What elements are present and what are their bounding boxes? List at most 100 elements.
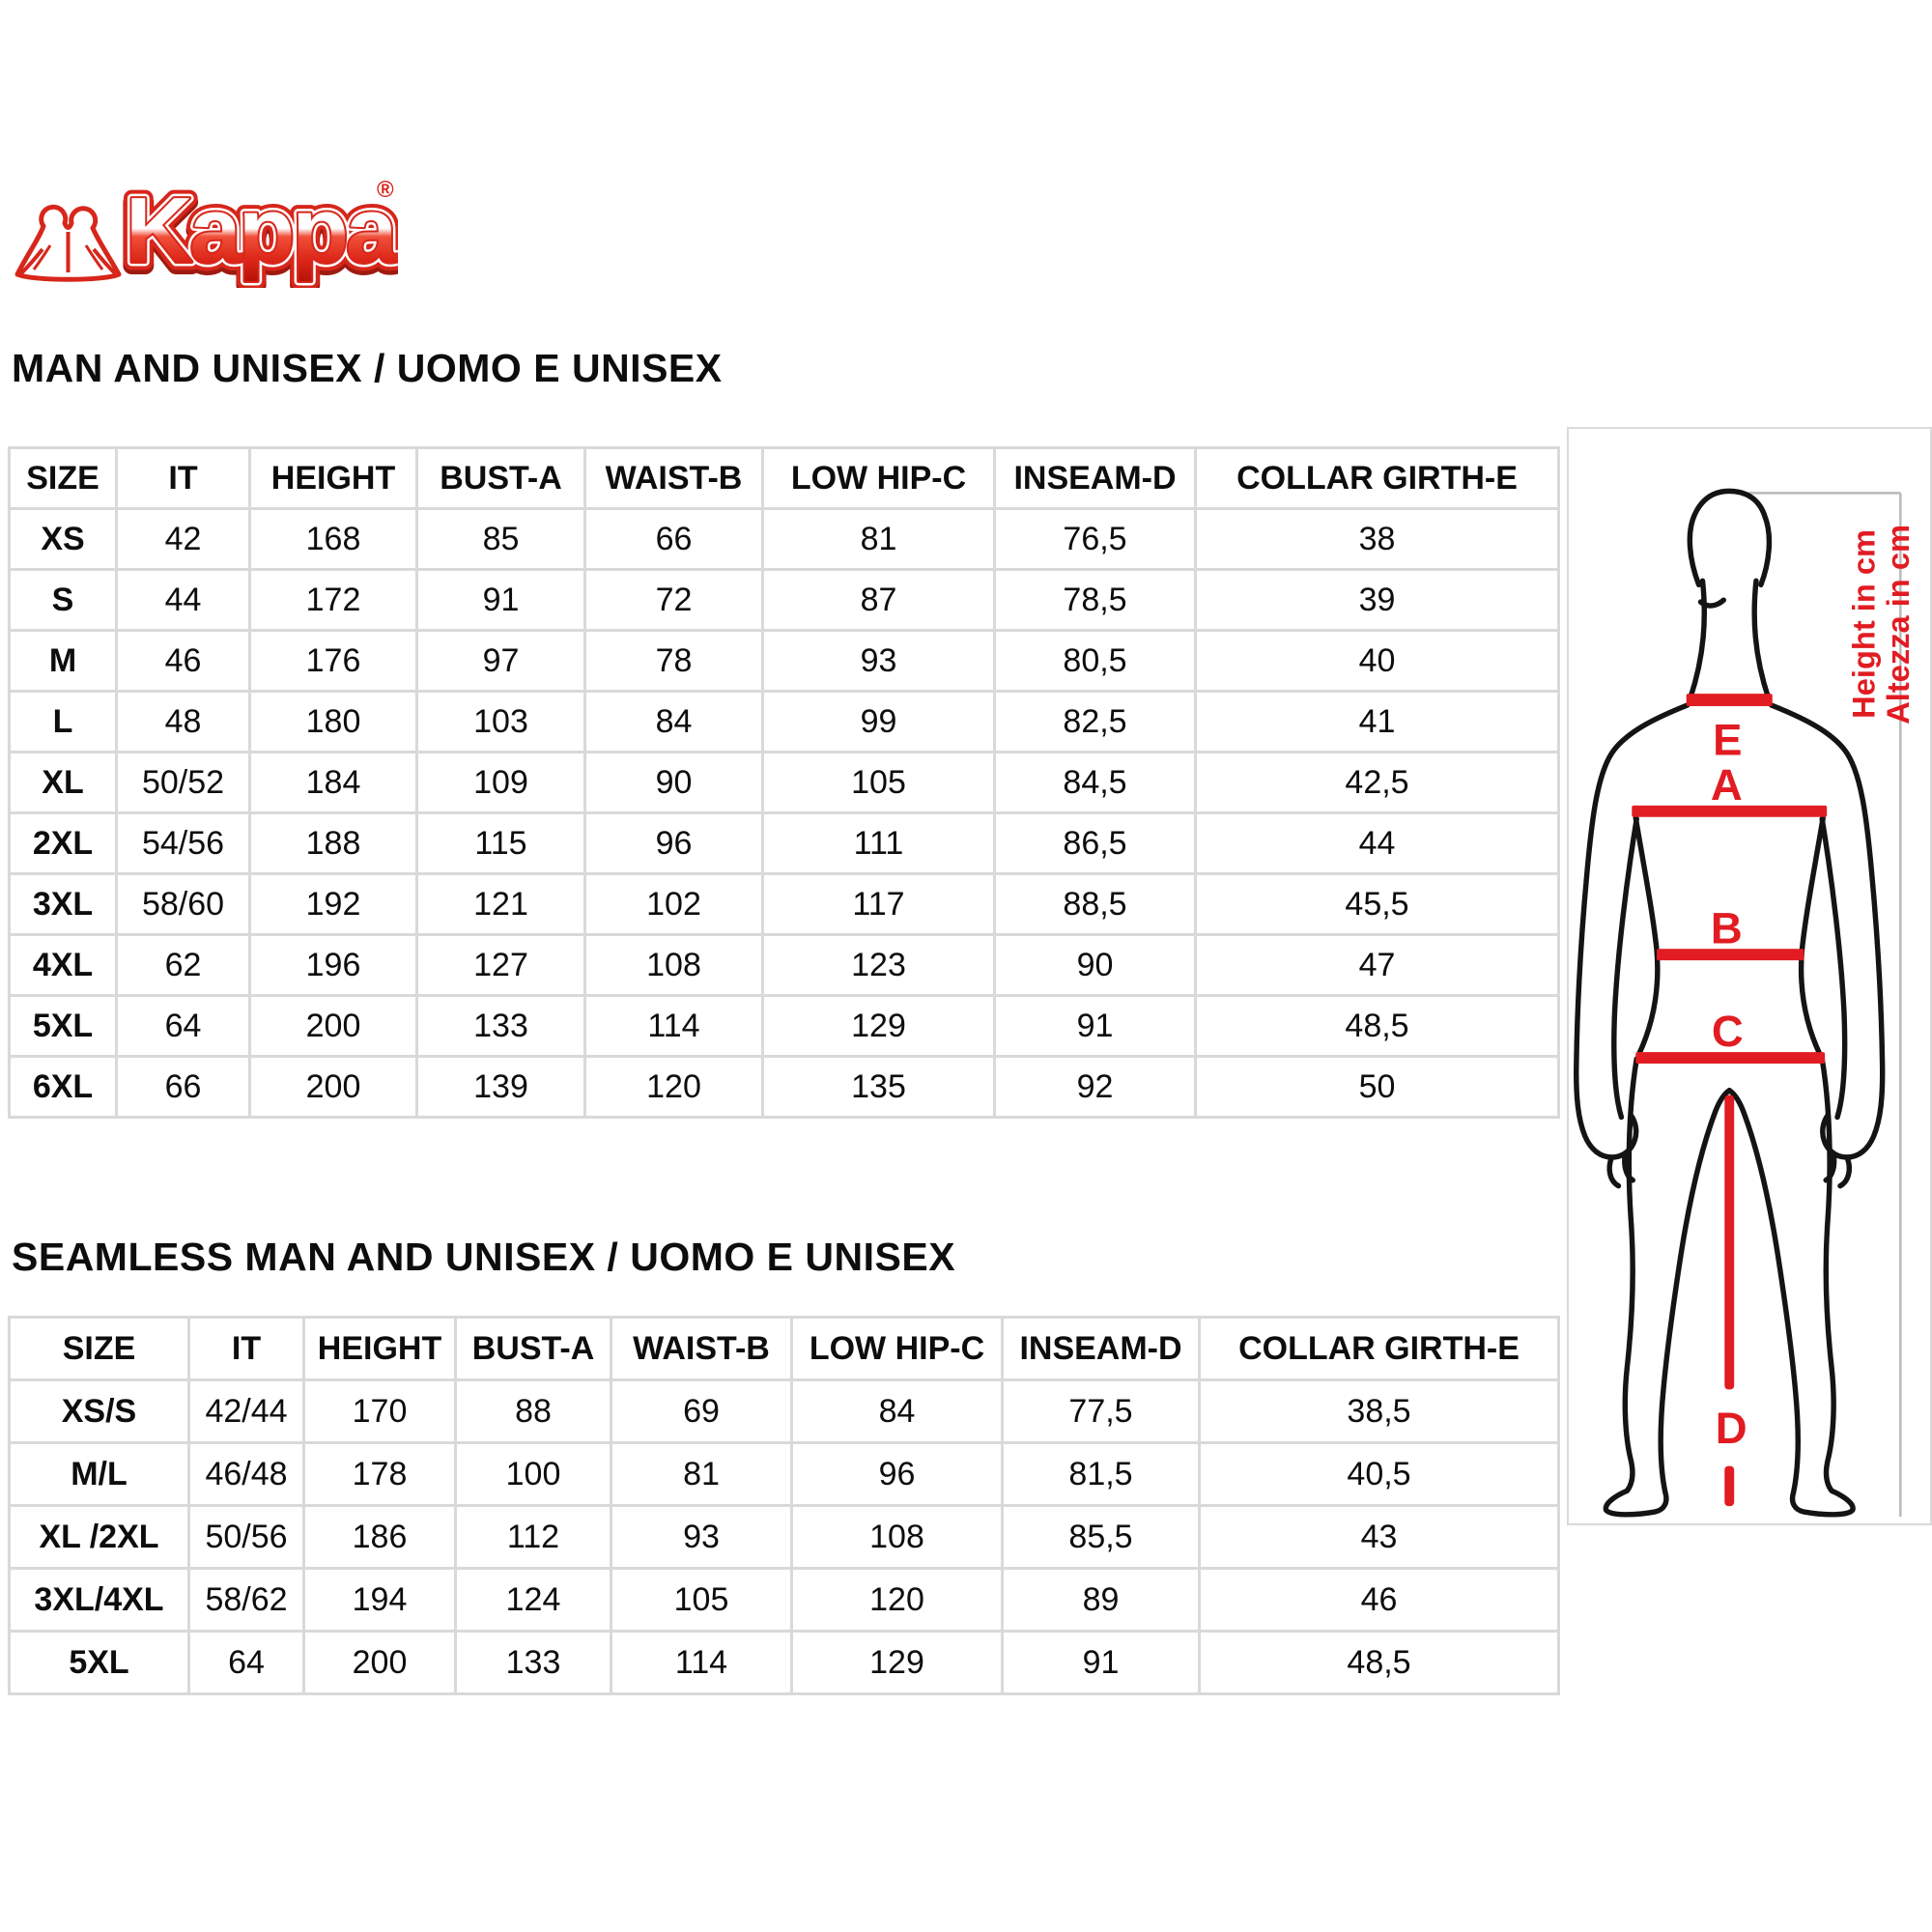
column-header: HEIGHT	[248, 446, 418, 510]
table-row: XS/S 42/44 170 88 69 84 77,5 38,5	[8, 1378, 1560, 1444]
value-cell: 108	[790, 1504, 1004, 1570]
value-cell: 192	[248, 872, 418, 936]
value-cell: 200	[248, 994, 418, 1058]
value-cell: 66	[583, 507, 764, 571]
size-cell: M/L	[8, 1441, 190, 1507]
value-cell: 58/62	[187, 1567, 305, 1633]
waist-line-b	[1657, 949, 1804, 961]
body-diagram: Height in cm Altezza in cm	[1574, 488, 1916, 1523]
svg-text:Kappa: Kappa	[126, 183, 398, 286]
value-cell: 40	[1194, 629, 1560, 693]
size-cell: 6XL	[8, 1055, 118, 1119]
size-cell: 4XL	[8, 933, 118, 997]
value-cell: 99	[761, 690, 996, 753]
value-cell: 109	[415, 751, 586, 814]
value-cell: 114	[583, 994, 764, 1058]
body-outline	[1574, 488, 1883, 1514]
value-cell: 39	[1194, 568, 1560, 632]
value-cell: 64	[187, 1630, 305, 1695]
column-header: WAIST-B	[583, 446, 764, 510]
value-cell: 50/52	[115, 751, 251, 814]
column-header: SIZE	[8, 1316, 190, 1381]
size-cell: 5XL	[8, 994, 118, 1058]
value-cell: 85,5	[1001, 1504, 1201, 1570]
value-cell: 168	[248, 507, 418, 571]
value-cell: 84	[583, 690, 764, 753]
svg-text:Kappa: Kappa	[126, 179, 398, 282]
value-cell: 133	[415, 994, 586, 1058]
value-cell: 69	[610, 1378, 793, 1444]
value-cell: 102	[583, 872, 764, 936]
column-header: BUST-A	[415, 446, 586, 510]
size-cell: XS	[8, 507, 118, 571]
size-cell: 2XL	[8, 811, 118, 875]
table-row: 3XL 58/60 192 121 102 117 88,5 45,5	[8, 872, 1560, 936]
value-cell: 81,5	[1001, 1441, 1201, 1507]
measurement-letters: E A B C D	[1711, 715, 1747, 1452]
value-cell: 88	[454, 1378, 612, 1444]
height-bracket-lines	[1737, 492, 1902, 1518]
value-cell: 78,5	[993, 568, 1197, 632]
kappa-logo-icon: Kappa Kappa Kappa Kappa ®	[14, 171, 410, 296]
value-cell: 84	[790, 1378, 1004, 1444]
table-row: 6XL 66 200 139 120 135 92 50	[8, 1055, 1560, 1119]
column-header: BUST-A	[454, 1316, 612, 1381]
collar-line-e	[1686, 694, 1773, 706]
value-cell: 40,5	[1198, 1441, 1560, 1507]
kappa-wordmark: Kappa Kappa Kappa Kappa	[117, 171, 410, 296]
table-row: 5XL 64 200 133 114 129 91 48,5	[8, 994, 1560, 1058]
value-cell: 42/44	[187, 1378, 305, 1444]
value-cell: 43	[1198, 1504, 1560, 1570]
size-cell: S	[8, 568, 118, 632]
kappa-omini-icon	[14, 204, 122, 282]
label-d: D	[1716, 1404, 1747, 1453]
size-cell: XL /2XL	[8, 1504, 190, 1570]
value-cell: 42	[115, 507, 251, 571]
value-cell: 90	[583, 751, 764, 814]
svg-text:Kappa: Kappa	[126, 179, 398, 282]
value-cell: 97	[415, 629, 586, 693]
value-cell: 48,5	[1194, 994, 1560, 1058]
value-cell: 48	[115, 690, 251, 753]
value-cell: 121	[415, 872, 586, 936]
value-cell: 44	[115, 568, 251, 632]
value-cell: 135	[761, 1055, 996, 1119]
value-cell: 105	[610, 1567, 793, 1633]
value-cell: 188	[248, 811, 418, 875]
value-cell: 50	[1194, 1055, 1560, 1119]
label-e: E	[1713, 715, 1742, 764]
value-cell: 120	[790, 1567, 1004, 1633]
value-cell: 82,5	[993, 690, 1197, 753]
column-header: COLLAR GIRTH-E	[1194, 446, 1560, 510]
value-cell: 81	[610, 1441, 793, 1507]
value-cell: 66	[115, 1055, 251, 1119]
inseam-line-d	[1724, 1094, 1735, 1390]
value-cell: 115	[415, 811, 586, 875]
value-cell: 76,5	[993, 507, 1197, 571]
value-cell: 91	[993, 994, 1197, 1058]
value-cell: 186	[302, 1504, 457, 1570]
header-row: SIZE IT HEIGHT BUST-A WAIST-B LOW HIP-C INSEAM…	[8, 446, 1560, 510]
value-cell: 54/56	[115, 811, 251, 875]
size-cell: 5XL	[8, 1630, 190, 1695]
value-cell: 48,5	[1198, 1630, 1560, 1695]
value-cell: 114	[610, 1630, 793, 1695]
table-row: M/L 46/48 178 100 81 96 81,5 40,5	[8, 1441, 1560, 1507]
value-cell: 44	[1194, 811, 1560, 875]
value-cell: 180	[248, 690, 418, 753]
value-cell: 58/60	[115, 872, 251, 936]
column-header: IT	[115, 446, 251, 510]
column-header: HEIGHT	[302, 1316, 457, 1381]
value-cell: 91	[415, 568, 586, 632]
table-row: 3XL/4XL 58/62 194 124 105 120 89 46	[8, 1567, 1560, 1633]
body-diagram-box: Height in cm Altezza in cm	[1567, 427, 1932, 1525]
value-cell: 103	[415, 690, 586, 753]
inseam-line-d-dash	[1724, 1465, 1735, 1507]
low-hip-line-c	[1635, 1052, 1826, 1065]
table-row: M 46 176 97 78 93 80,5 40	[8, 629, 1560, 693]
size-cell: XL	[8, 751, 118, 814]
value-cell: 42,5	[1194, 751, 1560, 814]
value-cell: 91	[1001, 1630, 1201, 1695]
value-cell: 46	[1198, 1567, 1560, 1633]
value-cell: 196	[248, 933, 418, 997]
